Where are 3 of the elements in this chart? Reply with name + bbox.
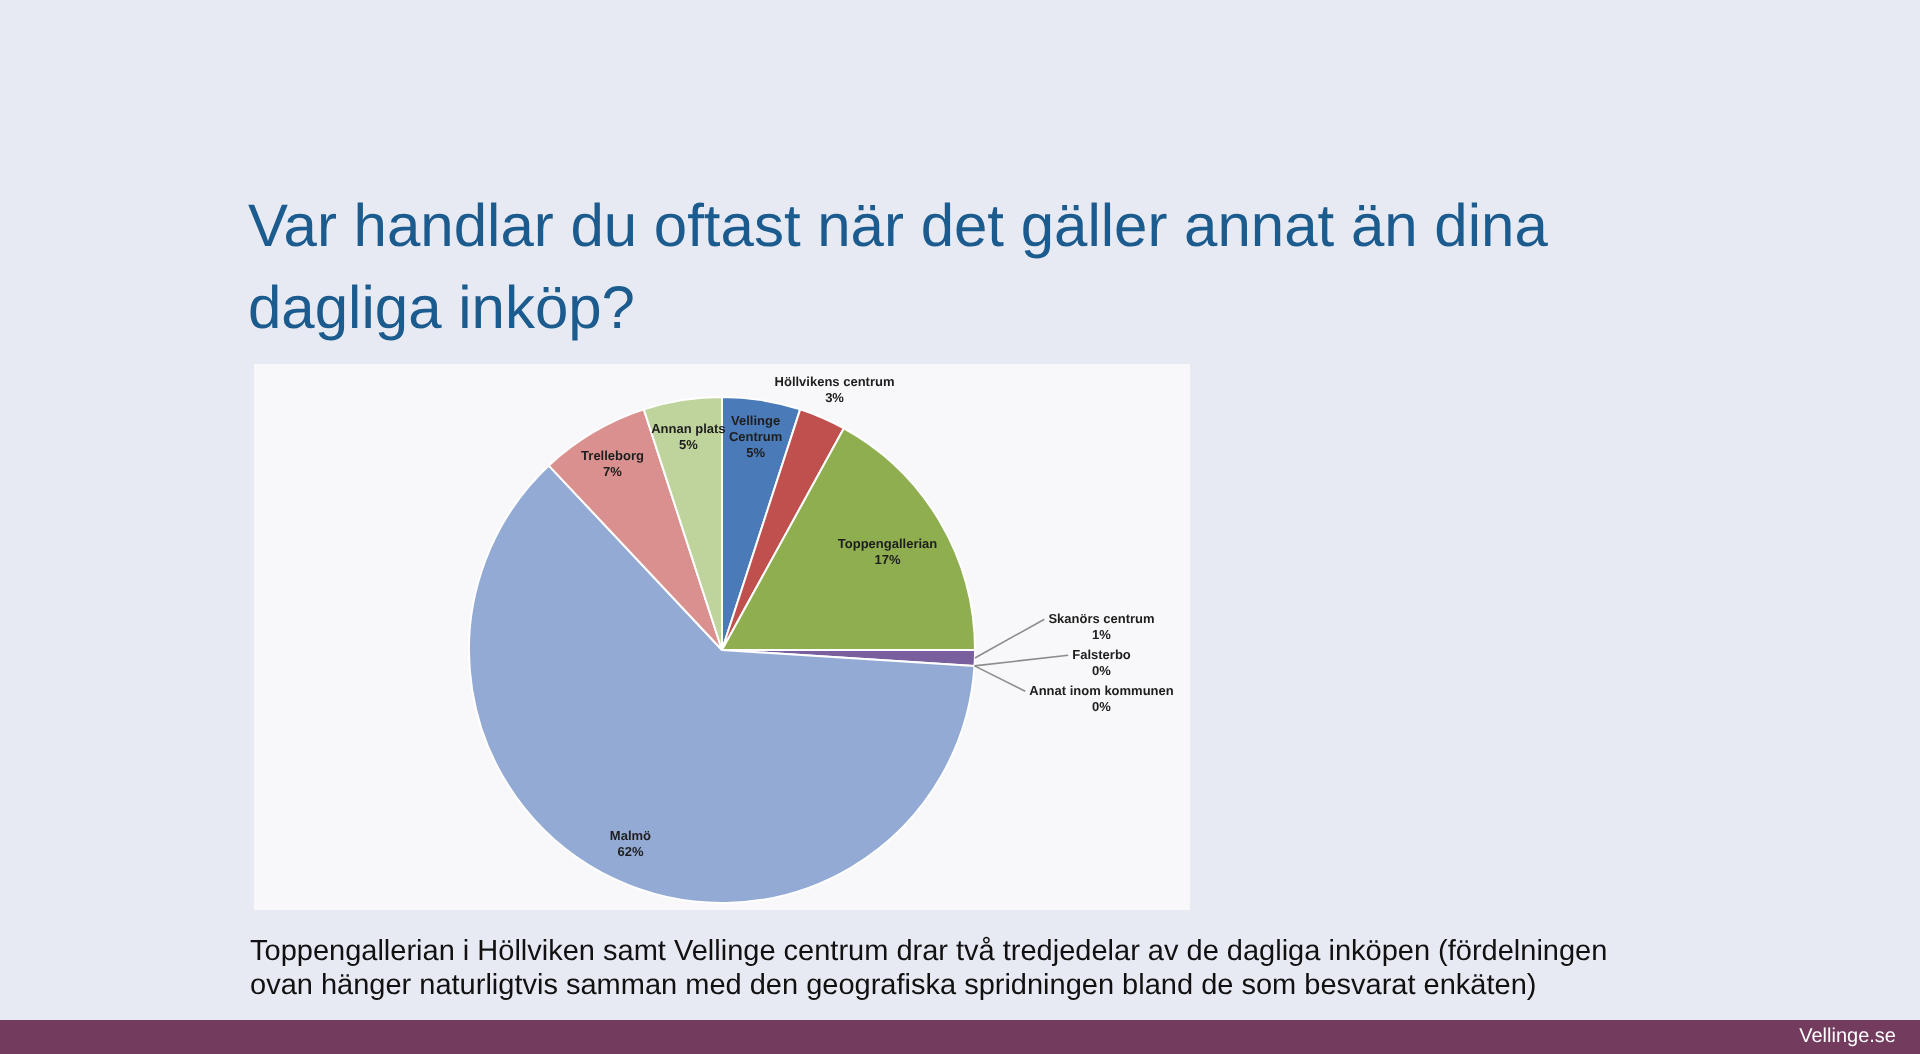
text: Vellinge.se — [1799, 1024, 1896, 1052]
chart-title: Var handlar du oftast när det gäller annat än dina dagliga inköp? — [248, 192, 1550, 346]
text: Toppengallerian i Höllviken samt Vellinge centrum drar två tredjedelar av de dagliga inköpen (fördelningen ovan hänger naturligtvis samman med den geografiska spridningen bland de som besvarat enkäten) — [250, 936, 1610, 1004]
